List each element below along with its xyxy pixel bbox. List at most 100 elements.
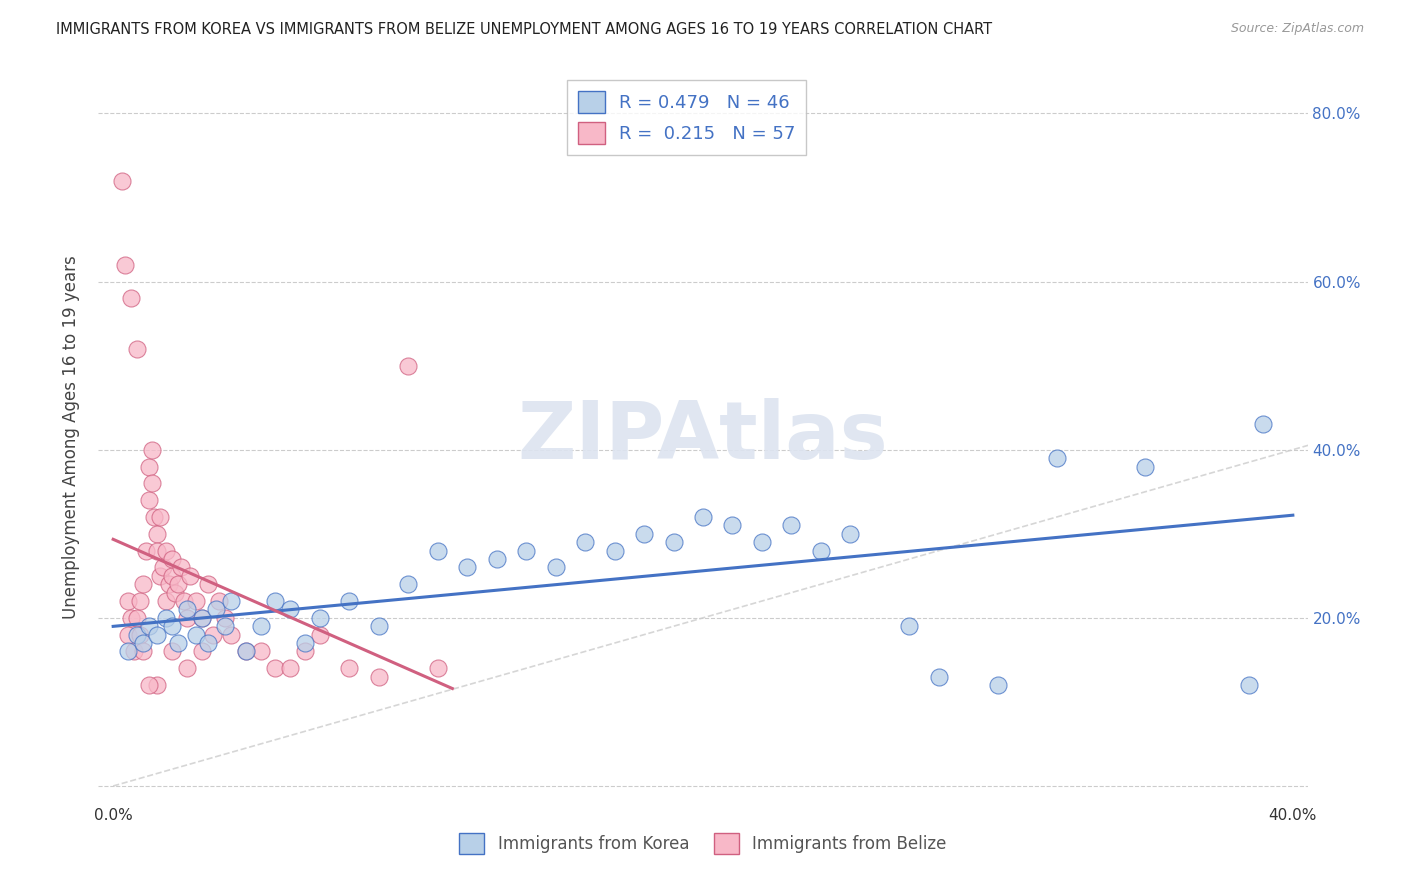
- Point: [131, 644, 153, 658]
- Point: [117, 594, 139, 608]
- Point: [149, 510, 172, 524]
- Point: [278, 602, 301, 616]
- Point: [396, 577, 419, 591]
- Y-axis label: Unemployment Among Ages 16 to 19 years: Unemployment Among Ages 16 to 19 years: [62, 255, 80, 619]
- Point: [1046, 451, 1069, 466]
- Point: [170, 560, 193, 574]
- Point: [120, 291, 142, 305]
- Point: [152, 560, 174, 574]
- Point: [176, 661, 198, 675]
- Point: [122, 644, 145, 658]
- Point: [214, 619, 236, 633]
- Point: [337, 594, 360, 608]
- Point: [721, 518, 744, 533]
- Point: [138, 459, 160, 474]
- Point: [184, 594, 207, 608]
- Point: [219, 594, 242, 608]
- Point: [146, 543, 169, 558]
- Point: [160, 644, 183, 658]
- Point: [574, 535, 596, 549]
- Point: [928, 670, 950, 684]
- Point: [176, 602, 198, 616]
- Point: [515, 543, 537, 558]
- Point: [131, 636, 153, 650]
- Point: [120, 611, 142, 625]
- Point: [176, 611, 198, 625]
- Point: [278, 661, 301, 675]
- Point: [131, 577, 153, 591]
- Text: ZIPAtlas: ZIPAtlas: [517, 398, 889, 476]
- Point: [138, 493, 160, 508]
- Point: [165, 585, 187, 599]
- Point: [456, 560, 478, 574]
- Point: [1253, 417, 1275, 432]
- Point: [184, 627, 207, 641]
- Point: [117, 627, 139, 641]
- Point: [146, 526, 169, 541]
- Point: [125, 627, 148, 641]
- Point: [308, 611, 330, 625]
- Point: [167, 636, 190, 650]
- Point: [197, 577, 219, 591]
- Point: [173, 594, 195, 608]
- Point: [155, 543, 177, 558]
- Point: [1135, 459, 1157, 474]
- Point: [839, 526, 862, 541]
- Text: IMMIGRANTS FROM KOREA VS IMMIGRANTS FROM BELIZE UNEMPLOYMENT AMONG AGES 16 TO 19: IMMIGRANTS FROM KOREA VS IMMIGRANTS FROM…: [56, 22, 993, 37]
- Text: Source: ZipAtlas.com: Source: ZipAtlas.com: [1230, 22, 1364, 36]
- Point: [146, 678, 169, 692]
- Point: [138, 619, 160, 633]
- Point: [202, 627, 225, 641]
- Point: [141, 442, 163, 457]
- Point: [264, 594, 287, 608]
- Point: [149, 569, 172, 583]
- Point: [249, 619, 271, 633]
- Point: [692, 510, 714, 524]
- Point: [190, 611, 212, 625]
- Point: [125, 611, 148, 625]
- Point: [294, 636, 316, 650]
- Point: [294, 644, 316, 658]
- Legend: Immigrants from Korea, Immigrants from Belize: Immigrants from Korea, Immigrants from B…: [453, 827, 953, 860]
- Point: [426, 661, 449, 675]
- Point: [396, 359, 419, 373]
- Point: [190, 644, 212, 658]
- Point: [160, 552, 183, 566]
- Point: [426, 543, 449, 558]
- Point: [197, 636, 219, 650]
- Point: [179, 569, 201, 583]
- Point: [633, 526, 655, 541]
- Point: [135, 543, 157, 558]
- Point: [662, 535, 685, 549]
- Point: [308, 627, 330, 641]
- Point: [205, 602, 228, 616]
- Point: [160, 619, 183, 633]
- Point: [485, 552, 508, 566]
- Point: [1237, 678, 1260, 692]
- Point: [367, 619, 389, 633]
- Point: [138, 678, 160, 692]
- Point: [219, 627, 242, 641]
- Point: [208, 594, 231, 608]
- Point: [167, 577, 190, 591]
- Point: [114, 258, 136, 272]
- Point: [544, 560, 567, 574]
- Point: [155, 594, 177, 608]
- Point: [143, 510, 166, 524]
- Point: [751, 535, 773, 549]
- Point: [190, 611, 212, 625]
- Point: [367, 670, 389, 684]
- Point: [810, 543, 832, 558]
- Point: [160, 569, 183, 583]
- Point: [128, 627, 150, 641]
- Point: [111, 174, 134, 188]
- Point: [141, 476, 163, 491]
- Point: [117, 644, 139, 658]
- Point: [125, 342, 148, 356]
- Point: [898, 619, 921, 633]
- Point: [157, 577, 180, 591]
- Point: [987, 678, 1010, 692]
- Point: [214, 611, 236, 625]
- Point: [337, 661, 360, 675]
- Point: [146, 627, 169, 641]
